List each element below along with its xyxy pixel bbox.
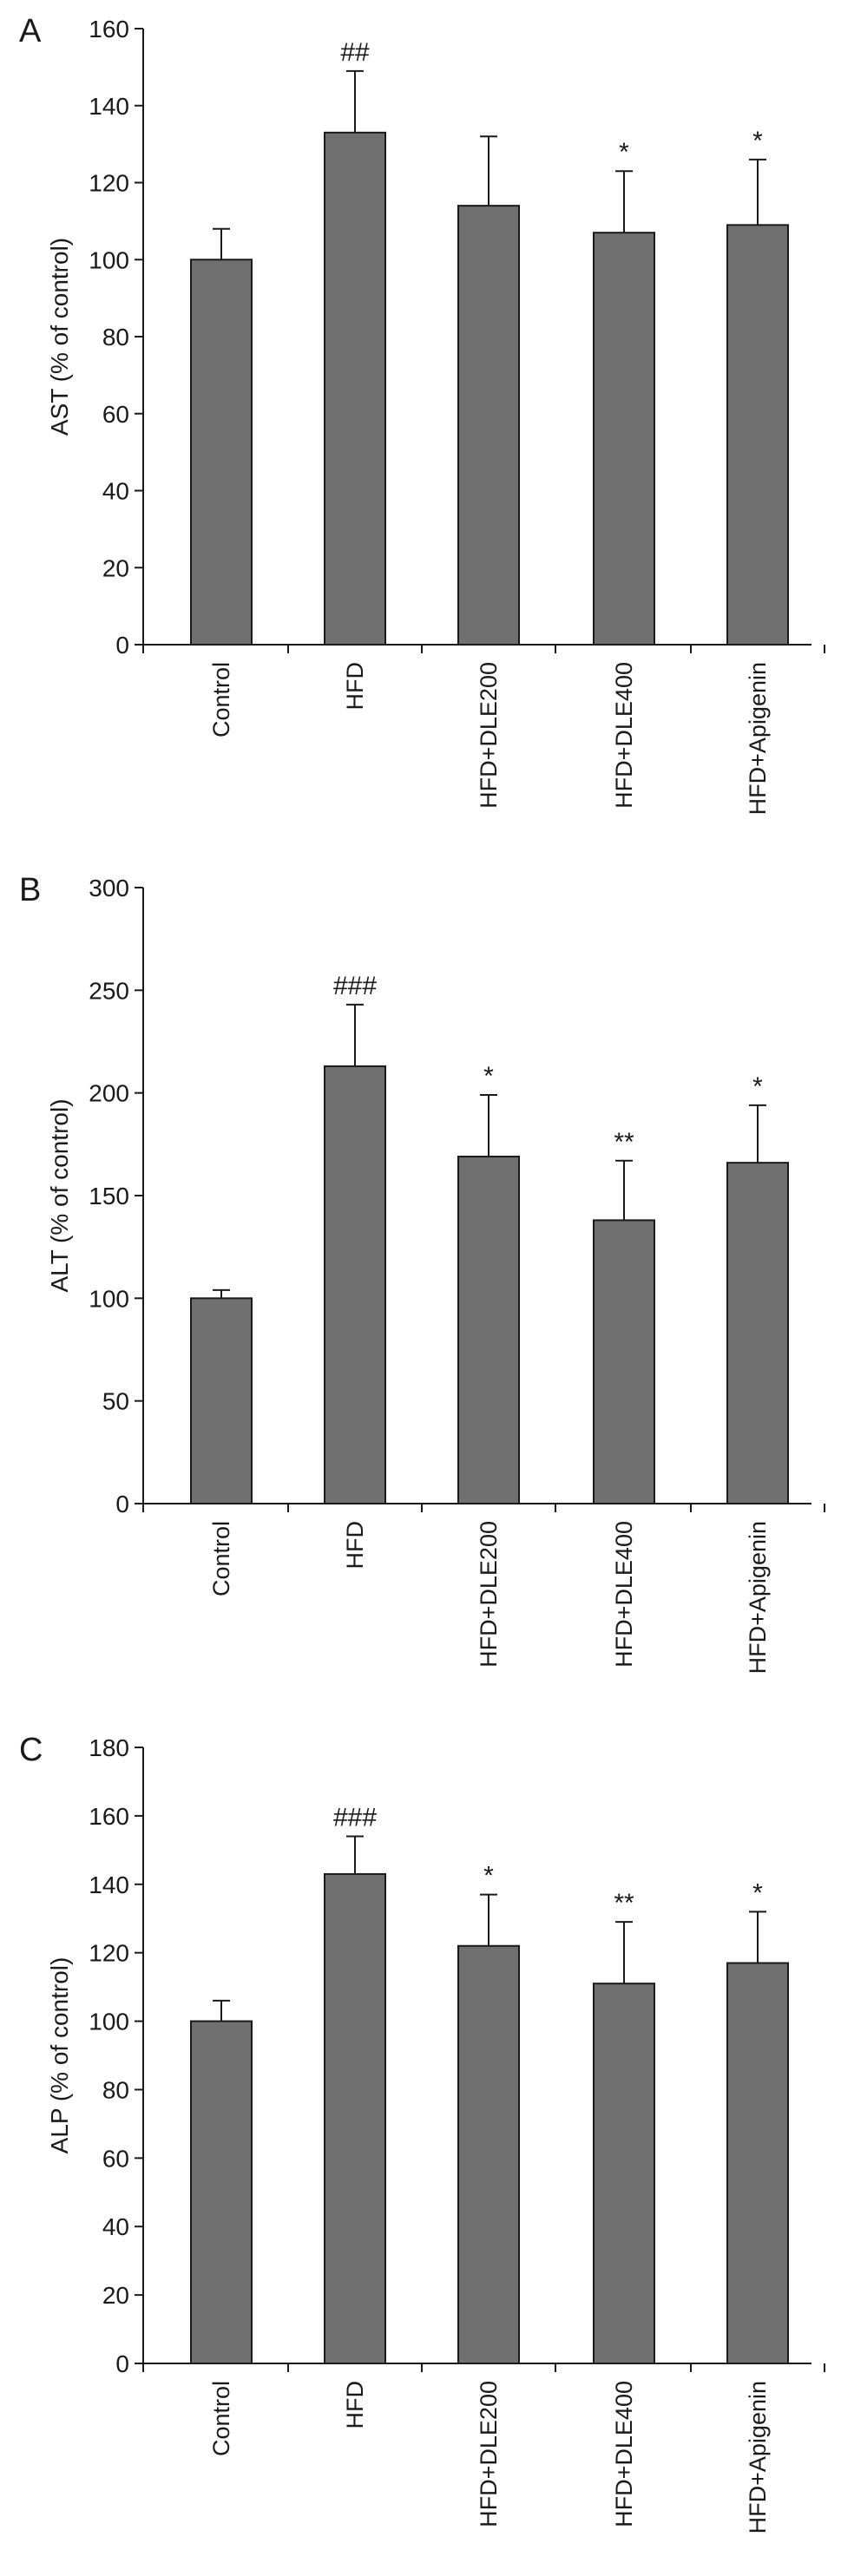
y-tick-label: 40 bbox=[102, 478, 129, 505]
category-label: Control bbox=[208, 662, 234, 737]
y-tick-label: 140 bbox=[89, 93, 129, 120]
panel-letter: A bbox=[19, 13, 42, 49]
significance-marker: ## bbox=[340, 38, 370, 67]
bar-hfd-dle400 bbox=[593, 1983, 655, 2365]
bar-hfd-dle400 bbox=[593, 1219, 655, 1505]
category-label: HFD+Apigenin bbox=[745, 2381, 771, 2533]
y-tick-label: 60 bbox=[102, 2145, 129, 2172]
category-label: HFD+Apigenin bbox=[745, 1521, 771, 1674]
y-tick-label: 150 bbox=[89, 1183, 129, 1209]
panel-c: C ALP (% of control) 0 20 40 60 80 100 120 140 160… bbox=[19, 1732, 825, 2533]
bar-hfd bbox=[324, 1065, 386, 1505]
y-tick-label: 120 bbox=[89, 170, 129, 197]
bar-hfd bbox=[324, 1872, 386, 2364]
bar-control bbox=[190, 1297, 253, 1505]
panel-a: A AST (% of control) 0 20 40 60 80 100 120 140 160… bbox=[19, 13, 825, 815]
category-label: HFD bbox=[342, 1521, 368, 1570]
y-tick-label: 80 bbox=[102, 2076, 129, 2103]
significance-marker: * bbox=[752, 1878, 763, 1907]
y-tick-label: 0 bbox=[115, 632, 129, 659]
y-tick-label: 140 bbox=[89, 1871, 129, 1898]
bar-hfd-dle200 bbox=[457, 205, 520, 646]
y-tick-label: 20 bbox=[102, 554, 129, 581]
y-tick-label: 20 bbox=[102, 2282, 129, 2309]
panel-letter: C bbox=[19, 1732, 43, 1768]
category-label: HFD+DLE200 bbox=[476, 662, 502, 809]
bar-hfd-apigenin bbox=[726, 224, 789, 646]
category-label: HFD bbox=[342, 662, 368, 711]
category-label: HFD+DLE400 bbox=[611, 2381, 637, 2527]
significance-marker: * bbox=[752, 1072, 763, 1101]
y-tick-label: 250 bbox=[89, 977, 129, 1004]
y-tick-label: 100 bbox=[89, 1285, 129, 1312]
bar-hfd-dle200 bbox=[457, 1156, 520, 1504]
category-label: HFD+DLE400 bbox=[611, 1521, 637, 1668]
category-label: HFD+DLE200 bbox=[476, 1521, 502, 1668]
panel-b: B ALT (% of control) 0 50 100 150 200 250 300 Con… bbox=[19, 872, 825, 1674]
bar-hfd-apigenin bbox=[726, 1962, 789, 2364]
significance-marker: ### bbox=[333, 972, 377, 1000]
significance-marker: ** bbox=[614, 1889, 634, 1917]
y-tick-label: 180 bbox=[89, 1734, 129, 1761]
category-label: Control bbox=[208, 1521, 234, 1596]
significance-marker: ** bbox=[614, 1128, 634, 1157]
y-tick-label: 120 bbox=[89, 1940, 129, 1967]
significance-marker: * bbox=[752, 127, 763, 155]
y-tick-label: 0 bbox=[115, 2350, 129, 2377]
y-tick-label: 160 bbox=[89, 1803, 129, 1830]
y-tick-label: 50 bbox=[102, 1388, 129, 1415]
y-tick-label: 160 bbox=[89, 16, 129, 43]
bar-control bbox=[190, 2020, 253, 2365]
significance-marker: ### bbox=[333, 1804, 377, 1832]
y-tick-label: 100 bbox=[89, 246, 129, 273]
bar-control bbox=[190, 259, 253, 646]
y-tick-label: 60 bbox=[102, 401, 129, 428]
category-label: HFD+Apigenin bbox=[745, 662, 771, 815]
significance-marker: * bbox=[619, 138, 629, 167]
significance-marker: * bbox=[483, 1862, 494, 1891]
y-axis-label: AST (% of control) bbox=[46, 238, 73, 436]
y-axis-label: ALP (% of control) bbox=[46, 1957, 73, 2154]
significance-marker: * bbox=[483, 1062, 494, 1091]
category-label: HFD bbox=[342, 2381, 368, 2429]
category-label: HFD+DLE400 bbox=[611, 662, 637, 809]
y-tick-label: 40 bbox=[102, 2213, 129, 2240]
bar-hfd bbox=[324, 131, 386, 646]
y-tick-label: 0 bbox=[115, 1491, 129, 1517]
category-label: HFD+DLE200 bbox=[476, 2381, 502, 2527]
y-tick-label: 80 bbox=[102, 324, 129, 351]
bar-hfd-dle400 bbox=[593, 232, 655, 646]
category-label: Control bbox=[208, 2381, 234, 2456]
bar-hfd-dle200 bbox=[457, 1944, 520, 2365]
y-axis-label: ALT (% of control) bbox=[46, 1098, 73, 1292]
y-tick-label: 200 bbox=[89, 1080, 129, 1107]
panel-letter: B bbox=[19, 872, 41, 908]
y-tick-label: 300 bbox=[89, 875, 129, 901]
bar-hfd-apigenin bbox=[726, 1162, 789, 1504]
y-tick-label: 100 bbox=[89, 2009, 129, 2035]
